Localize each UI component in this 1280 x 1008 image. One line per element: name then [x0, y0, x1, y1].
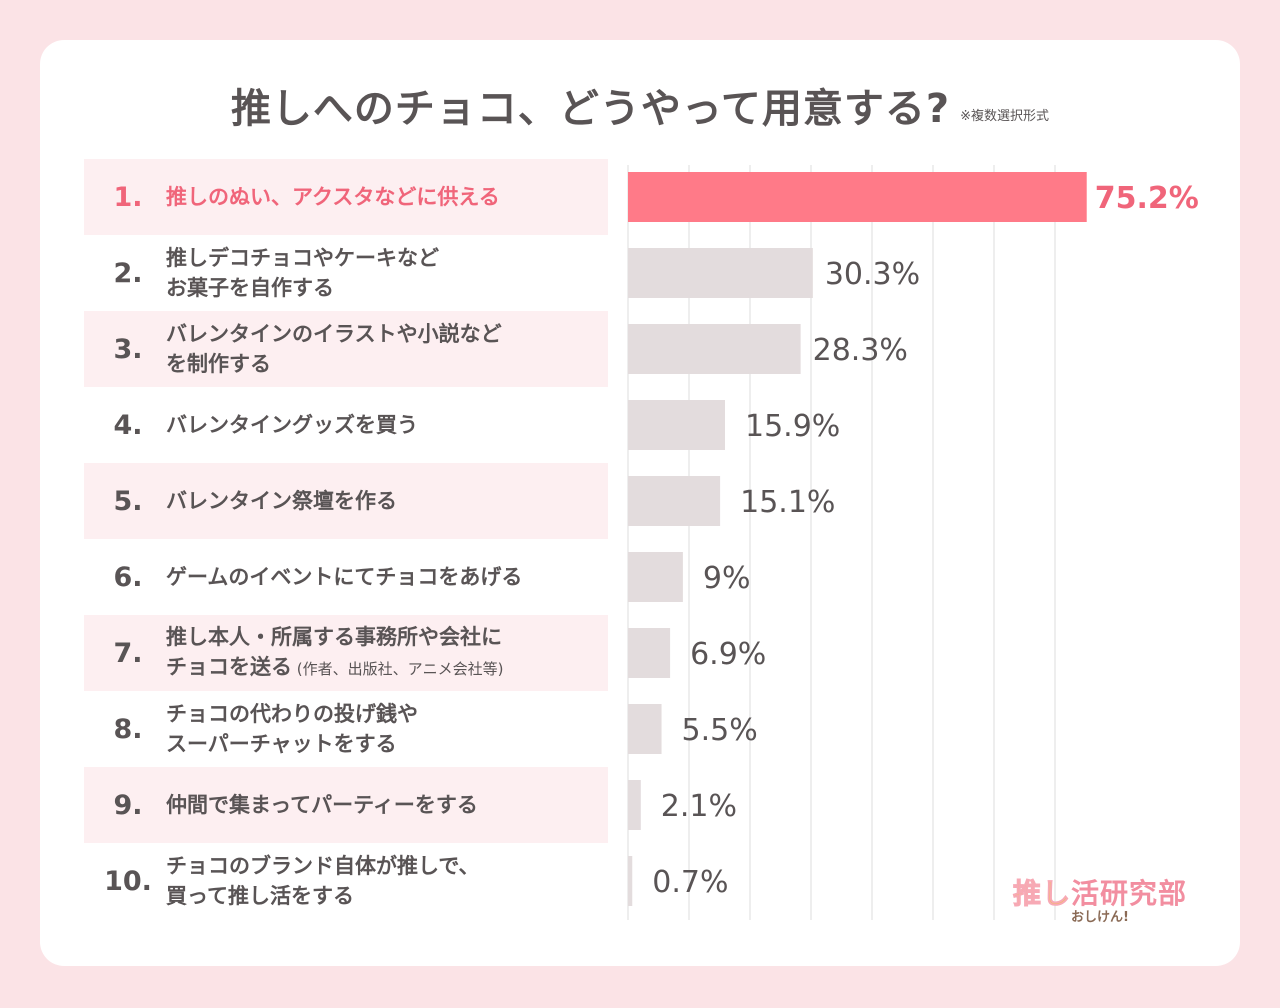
category-row: 2. 推しデコチョコやケーキなど お菓子を自作する: [84, 235, 608, 311]
logo-sub: おしけん!: [1071, 910, 1129, 925]
chart-title: 推しへのチョコ、どうやって用意する? ※複数選択形式: [0, 86, 1280, 140]
rank-label: 8.: [113, 713, 143, 745]
rank-label: 3.: [113, 333, 143, 365]
logo-main-right: 活研究部: [1071, 877, 1188, 910]
rank-label: 1.: [113, 181, 143, 213]
row-background: [84, 159, 608, 235]
category-label: バレンタインのイラストや小説など を制作する: [166, 319, 502, 379]
rank-label: 10.: [104, 865, 152, 897]
logo-main: 推し活研究部: [1000, 877, 1200, 910]
category-label: 推し本人・所属する事務所や会社に チョコを送る (作者、出版社、アニメ会社等): [166, 622, 503, 684]
title-text: 推しへのチョコ、どうやって用意する?: [230, 86, 951, 132]
category-label: バレンタイン祭壇を作る: [166, 486, 397, 516]
value-label: 30.3%: [825, 257, 920, 292]
category-row: 9. 仲間で集まってパーティーをする: [84, 767, 608, 843]
bar: [628, 476, 721, 526]
category-row: 3. バレンタインのイラストや小説など を制作する: [84, 311, 608, 387]
category-row: 7. 推し本人・所属する事務所や会社に チョコを送る (作者、出版社、アニメ会社等…: [84, 615, 608, 691]
category-label-text: チョコの代わりの投げ銭や スーパーチャットをする: [166, 702, 418, 756]
row-background: [84, 463, 608, 539]
value-label: 15.1%: [740, 485, 835, 520]
rank-label: 2.: [113, 257, 143, 289]
category-label: チョコのブランド自体が推しで、 買って推し活をする: [166, 851, 480, 911]
rank-label: 5.: [113, 485, 143, 517]
bar: [628, 628, 671, 678]
row-background: [84, 311, 608, 387]
category-row: 5. バレンタイン祭壇を作る: [84, 463, 608, 539]
category-row: 4. バレンタイングッズを買う: [84, 387, 608, 463]
category-label-text: 推し本人・所属する事務所や会社に チョコを送る: [166, 625, 502, 679]
bar: [628, 324, 801, 374]
category-label: ゲームのイベントにてチョコをあげる: [166, 562, 522, 592]
category-label-text: 推しデコチョコやケーキなど お菓子を自作する: [166, 246, 439, 300]
value-label: 75.2%: [1095, 181, 1199, 216]
value-label: 15.9%: [745, 409, 840, 444]
value-label: 0.7%: [652, 865, 728, 900]
category-row: 8. チョコの代わりの投げ銭や スーパーチャットをする: [84, 691, 608, 767]
category-label: チョコの代わりの投げ銭や スーパーチャットをする: [166, 699, 418, 759]
row-background: [84, 767, 608, 843]
logo-main-left: 推し: [1012, 877, 1071, 910]
value-label: 6.9%: [690, 637, 766, 672]
category-label: 推しデコチョコやケーキなど お菓子を自作する: [166, 243, 439, 303]
category-row: 10. チョコのブランド自体が推しで、 買って推し活をする: [84, 843, 608, 919]
category-label: 仲間で集まってパーティーをする: [166, 790, 478, 820]
value-label: 28.3%: [813, 333, 908, 368]
rank-label: 7.: [113, 637, 143, 669]
category-row: 1. 推しのぬい、アクスタなどに供える: [84, 159, 608, 235]
bar: [628, 552, 683, 602]
bar: [628, 704, 662, 754]
logo: 推し活研究部 おしけん!: [1000, 877, 1200, 938]
value-label: 9%: [703, 561, 751, 596]
category-label-text: バレンタイングッズを買う: [166, 413, 418, 437]
rank-label: 4.: [113, 409, 143, 441]
category-label-text: バレンタイン祭壇を作る: [166, 489, 397, 513]
category-row: 6. ゲームのイベントにてチョコをあげる: [84, 539, 608, 615]
category-sublabel: (作者、出版社、アニメ会社等): [292, 660, 504, 678]
category-label-text: 推しのぬい、アクスタなどに供える: [166, 185, 500, 209]
category-label: バレンタイングッズを買う: [166, 410, 418, 440]
bar: [628, 172, 1087, 222]
category-label-text: ゲームのイベントにてチョコをあげる: [166, 565, 523, 589]
bar: [628, 856, 633, 906]
category-label-text: バレンタインのイラストや小説など を制作する: [166, 322, 502, 376]
category-label-text: チョコのブランド自体が推しで、 買って推し活をする: [166, 854, 480, 908]
value-label: 5.5%: [682, 713, 758, 748]
bar: [628, 400, 725, 450]
title-note: ※複数選択形式: [960, 109, 1050, 124]
rank-label: 9.: [113, 789, 143, 821]
rank-label: 6.: [113, 561, 143, 593]
row-background: [84, 615, 608, 691]
bar: [628, 248, 813, 298]
category-label: 推しのぬい、アクスタなどに供える: [166, 182, 500, 212]
value-label: 2.1%: [661, 789, 737, 824]
bar: [628, 780, 641, 830]
category-label-text: 仲間で集まってパーティーをする: [166, 793, 478, 817]
